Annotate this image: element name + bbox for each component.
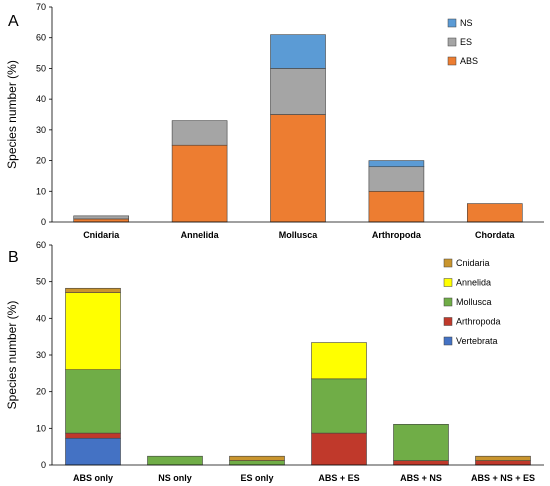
bar-segment-arthropoda <box>311 432 367 466</box>
y-tick-label: 40 <box>36 313 46 323</box>
x-tick-label: ABS + NS + ES <box>471 473 535 483</box>
y-tick-label: 10 <box>36 423 46 433</box>
bar-segment-abs <box>171 144 228 223</box>
bar-segment-ns <box>368 160 425 168</box>
bar-segment-mollusca <box>393 423 449 461</box>
bar-segment-cnidaria <box>229 455 285 461</box>
legend-swatch <box>443 258 453 268</box>
y-tick-label: 0 <box>41 217 46 227</box>
legend-label: ABS <box>460 56 478 66</box>
bar-segment-abs <box>73 218 129 223</box>
y-tick-label: 20 <box>36 156 46 166</box>
chart-panel-a: A Species number (%) Cnidaria Annelida Mollu… <box>5 2 544 240</box>
y-tick-label: 70 <box>36 2 46 12</box>
bar-segment-abs <box>466 203 523 223</box>
bar-segment-mollusca <box>147 455 203 466</box>
x-tick-label: Mollusca <box>279 230 319 240</box>
legend-label: ES <box>460 37 472 47</box>
x-tick-label: Chordata <box>475 230 515 240</box>
legend-label: Annelida <box>456 278 491 288</box>
y-tick-label: 0 <box>41 460 46 470</box>
legend-swatch <box>443 317 453 326</box>
x-tick-label: ES only <box>240 473 273 483</box>
bar-segment-arthropoda <box>65 432 121 439</box>
x-tick-label: Arthropoda <box>372 230 422 240</box>
y-tick-label: 20 <box>36 387 46 397</box>
legend-label: Vertebrata <box>456 336 498 346</box>
legend-label: Arthropoda <box>456 317 501 327</box>
chart-panel-b: B Species number (%) ABS only NS only ES onl… <box>5 240 544 483</box>
bar-segment-es <box>368 166 425 192</box>
x-tick-label: ABS only <box>73 473 113 483</box>
panel-label: A <box>8 13 19 30</box>
y-tick-label: 50 <box>36 63 46 73</box>
bar-segment-cnidaria <box>65 287 121 293</box>
legend-swatch <box>443 336 453 346</box>
bar-segment-abs <box>368 190 425 223</box>
bar-segment-cnidaria <box>475 455 531 461</box>
y-tick-label: 30 <box>36 125 46 135</box>
y-tick-label: 40 <box>36 94 46 104</box>
y-tick-label: 50 <box>36 277 46 287</box>
bar-segment-ns <box>270 34 326 69</box>
bar-segment-vertebrata <box>65 437 121 466</box>
x-tick-label: NS only <box>158 473 192 483</box>
bar-segment-es <box>73 215 129 220</box>
legend-swatch <box>443 297 453 307</box>
y-axis-label: Species number (%) <box>5 60 19 169</box>
y-tick-label: 60 <box>36 240 46 250</box>
bar-segment-mollusca <box>229 460 285 466</box>
legend-swatch <box>447 18 457 28</box>
x-tick-label: Annelida <box>181 230 220 240</box>
legend-label: Mollusca <box>456 297 492 307</box>
x-tick-label: ABS + ES <box>318 473 359 483</box>
bar-segment-arthropoda <box>475 460 531 466</box>
bar-segment-mollusca <box>65 369 121 434</box>
legend-label: Cnidaria <box>456 258 490 268</box>
x-tick-label: Cnidaria <box>83 230 120 240</box>
bar-segment-annelida <box>65 292 121 370</box>
y-tick-label: 60 <box>36 33 46 43</box>
legend-swatch <box>447 56 457 66</box>
legend-label: NS <box>460 18 473 28</box>
x-tick-label: ABS + NS <box>400 473 442 483</box>
legend-swatch <box>447 37 457 47</box>
y-axis-label: Species number (%) <box>5 301 19 410</box>
bar-segment-arthropoda <box>393 460 449 466</box>
bar-segment-es <box>171 120 228 146</box>
bar-segment-mollusca <box>311 378 367 434</box>
y-tick-label: 30 <box>36 350 46 360</box>
bar-segment-es <box>270 68 326 115</box>
y-tick-label: 10 <box>36 186 46 196</box>
bar-segment-annelida <box>311 342 367 380</box>
legend-swatch <box>443 278 453 287</box>
panel-label: B <box>8 249 19 266</box>
bar-segment-abs <box>270 114 326 223</box>
